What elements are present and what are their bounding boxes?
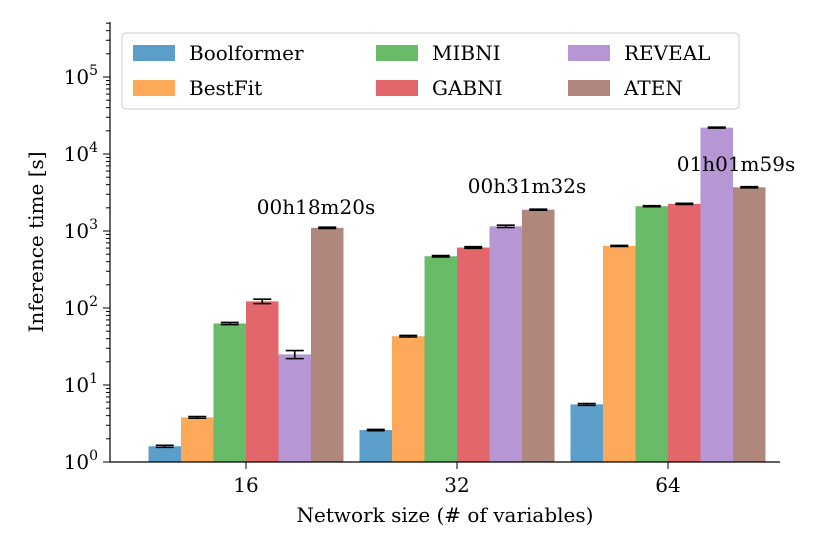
y-tick-exponent: 4 bbox=[89, 140, 98, 156]
legend-label: BestFit bbox=[189, 76, 262, 100]
bar-boolformer-64 bbox=[570, 404, 603, 462]
legend-label: MIBNI bbox=[432, 41, 500, 65]
bar-mibni-16 bbox=[213, 323, 246, 462]
legend-swatch bbox=[376, 80, 418, 96]
y-tick-base: 10 bbox=[64, 65, 89, 89]
bar-aten-16 bbox=[311, 227, 344, 462]
y-tick-base: 10 bbox=[64, 219, 89, 243]
y-tick-label: 100 bbox=[64, 448, 98, 474]
y-tick-label: 102 bbox=[64, 294, 98, 320]
y-tick-base: 10 bbox=[64, 142, 89, 166]
legend-label: ATEN bbox=[623, 76, 683, 100]
y-tick-base: 10 bbox=[64, 296, 89, 320]
annotation-label: 00h31m32s bbox=[468, 174, 586, 198]
x-axis-ticks: 16 32 64 bbox=[233, 462, 681, 497]
legend-swatch bbox=[133, 45, 175, 61]
y-tick-exponent: 1 bbox=[89, 371, 98, 387]
legend-label: REVEAL bbox=[624, 41, 710, 65]
bar-reveal-32 bbox=[489, 226, 522, 462]
annotation-label: 01h01m59s bbox=[677, 152, 795, 176]
x-tick-label: 16 bbox=[233, 473, 258, 497]
bar-reveal-16 bbox=[278, 354, 311, 462]
y-tick-base: 10 bbox=[64, 450, 89, 474]
bar-bestfit-64 bbox=[603, 245, 636, 462]
y-tick-exponent: 3 bbox=[89, 217, 98, 233]
bar-gabni-16 bbox=[246, 301, 279, 462]
legend-label: GABNI bbox=[432, 76, 503, 100]
annotations: 00h18m20s 00h31m32s 01h01m59s bbox=[257, 152, 795, 219]
legend-swatch bbox=[568, 45, 610, 61]
x-tick-label: 64 bbox=[655, 473, 680, 497]
bar-gabni-32 bbox=[457, 247, 490, 462]
y-tick-label: 103 bbox=[64, 217, 98, 243]
x-axis-label: Network size (# of variables) bbox=[297, 503, 594, 527]
legend: Boolformer BestFit MIBNI GABNI REVEAL ATEN bbox=[121, 32, 740, 110]
bar-aten-32 bbox=[522, 209, 555, 462]
annotation-label: 00h18m20s bbox=[257, 195, 375, 219]
bar-boolformer-32 bbox=[359, 430, 392, 462]
legend-swatch bbox=[133, 80, 175, 96]
bar-mibni-32 bbox=[424, 256, 457, 462]
y-tick-exponent: 5 bbox=[89, 63, 98, 79]
y-tick-label: 101 bbox=[64, 371, 98, 397]
error-bars bbox=[155, 126, 759, 449]
legend-swatch bbox=[376, 45, 418, 61]
bar-boolformer-16 bbox=[148, 446, 181, 462]
y-tick-label: 104 bbox=[64, 140, 98, 166]
bar-gabni-64 bbox=[668, 203, 701, 462]
bar-bestfit-16 bbox=[181, 417, 214, 462]
bars bbox=[148, 127, 766, 462]
legend-label: Boolformer bbox=[189, 41, 304, 65]
y-tick-base: 10 bbox=[64, 373, 89, 397]
y-tick-label: 105 bbox=[64, 63, 98, 89]
bar-mibni-64 bbox=[635, 206, 668, 462]
x-tick-label: 32 bbox=[444, 473, 469, 497]
bar-aten-64 bbox=[733, 187, 766, 462]
legend-swatch bbox=[568, 80, 610, 96]
bar-bestfit-32 bbox=[392, 336, 425, 462]
y-tick-exponent: 0 bbox=[89, 448, 98, 464]
y-tick-exponent: 2 bbox=[89, 294, 98, 310]
bar-reveal-64 bbox=[700, 127, 733, 462]
y-axis-label: Inference time [s] bbox=[24, 151, 48, 332]
